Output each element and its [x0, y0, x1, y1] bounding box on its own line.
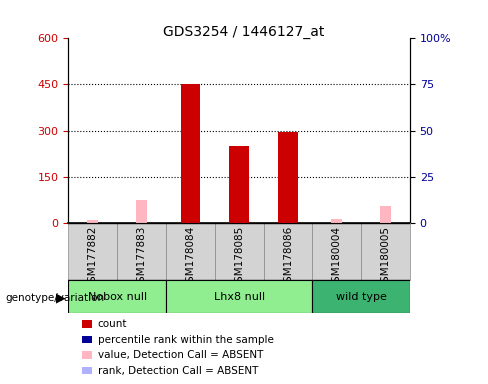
- Bar: [68, 280, 166, 313]
- Text: GSM178085: GSM178085: [234, 225, 244, 289]
- Text: count: count: [98, 319, 127, 329]
- Text: GSM177882: GSM177882: [88, 225, 98, 289]
- Bar: [312, 280, 410, 313]
- Bar: [117, 223, 166, 280]
- Bar: [215, 223, 264, 280]
- Bar: [278, 132, 298, 223]
- Bar: [87, 220, 98, 223]
- Text: GSM180004: GSM180004: [332, 225, 342, 289]
- Bar: [312, 223, 361, 280]
- Text: Lhx8 null: Lhx8 null: [214, 291, 264, 302]
- Bar: [82, 320, 92, 328]
- Text: rank, Detection Call = ABSENT: rank, Detection Call = ABSENT: [98, 366, 258, 376]
- Text: value, Detection Call = ABSENT: value, Detection Call = ABSENT: [98, 350, 263, 360]
- Bar: [166, 223, 215, 280]
- Text: GSM177883: GSM177883: [137, 225, 146, 289]
- Text: wild type: wild type: [336, 291, 386, 302]
- Text: GSM178084: GSM178084: [185, 225, 195, 289]
- Text: genotype/variation: genotype/variation: [5, 293, 104, 303]
- Text: ▶: ▶: [56, 291, 66, 304]
- Bar: [361, 223, 410, 280]
- Text: GSM178086: GSM178086: [283, 225, 293, 289]
- Bar: [229, 146, 249, 223]
- Text: GSM180005: GSM180005: [381, 225, 390, 289]
- Bar: [82, 351, 92, 359]
- Bar: [82, 336, 92, 343]
- Text: percentile rank within the sample: percentile rank within the sample: [98, 335, 273, 345]
- Text: GDS3254 / 1446127_at: GDS3254 / 1446127_at: [163, 25, 325, 39]
- Bar: [181, 84, 200, 223]
- Bar: [380, 206, 391, 223]
- Text: Nobox null: Nobox null: [87, 291, 147, 302]
- Bar: [264, 223, 312, 280]
- Bar: [331, 219, 342, 223]
- Bar: [166, 280, 312, 313]
- Bar: [136, 200, 147, 223]
- Bar: [68, 223, 117, 280]
- Bar: [82, 366, 92, 374]
